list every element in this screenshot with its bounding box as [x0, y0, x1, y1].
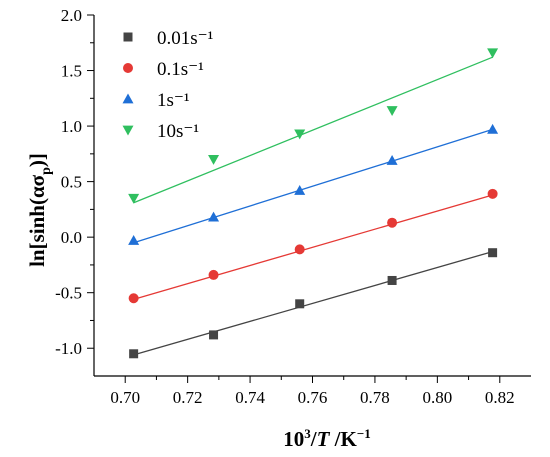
y-tick-label: 2.0	[61, 6, 82, 25]
x-tick-label: 0.78	[360, 388, 390, 407]
legend-marker	[123, 32, 133, 42]
data-point	[294, 185, 306, 195]
y-tick-label: 0.0	[61, 228, 82, 247]
x-tick-label: 0.72	[173, 388, 203, 407]
x-tick-label: 0.74	[235, 388, 265, 407]
legend-marker	[122, 93, 134, 104]
x-tick-label: 0.70	[110, 388, 140, 407]
data-point	[386, 106, 398, 117]
data-point	[488, 248, 498, 258]
x-tick-label: 0.82	[485, 388, 515, 407]
y-tick-label: 1.5	[61, 62, 82, 81]
data-point	[128, 193, 140, 204]
x-tick-label: 0.76	[298, 388, 328, 407]
legend-label: 0.01s⁻¹	[157, 28, 214, 49]
y-axis-title: ln[sinh(ασp)]	[25, 153, 54, 267]
data-point	[386, 155, 398, 165]
legend-marker	[122, 125, 134, 136]
x-axis-title: 103/T /K−1	[283, 426, 371, 451]
legend: 0.01s⁻¹ 0.1s⁻¹ 1s⁻¹ 10s⁻¹	[122, 28, 214, 142]
legend-label: 1s⁻¹	[157, 90, 190, 111]
legend-label: 10s⁻¹	[157, 121, 199, 142]
data-point	[128, 293, 139, 304]
data-point	[487, 123, 499, 134]
data-point	[208, 155, 220, 165]
x-tick-label: 0.80	[422, 388, 452, 407]
y-tick-label: 1.0	[61, 117, 82, 136]
data-point	[294, 244, 305, 255]
fit-line	[133, 56, 493, 204]
legend-marker	[123, 63, 133, 73]
y-tick-label: 0.5	[61, 173, 82, 192]
fit-line	[133, 250, 493, 356]
data-point	[387, 217, 398, 228]
y-tick-label: -0.5	[55, 284, 82, 303]
data-point	[208, 211, 220, 222]
data-point	[128, 234, 140, 245]
fit-line	[133, 128, 493, 244]
data-point	[129, 349, 139, 359]
data-point	[387, 275, 397, 285]
tick-labels: 0.70 0.72 0.74 0.76 0.78 0.80 0.82 -1.0 -0.5 0.0 0…	[55, 6, 515, 407]
data-points	[128, 48, 499, 359]
y-tick-label: -1.0	[55, 339, 82, 358]
fit-lines	[133, 56, 493, 356]
data-point	[209, 330, 219, 340]
data-point	[487, 48, 499, 59]
legend-label: 0.1s⁻¹	[157, 59, 204, 80]
data-point	[295, 299, 305, 309]
data-point	[487, 188, 498, 199]
axes	[87, 14, 531, 383]
fit-line	[133, 194, 493, 300]
data-point	[208, 269, 219, 280]
data-point	[294, 129, 306, 140]
